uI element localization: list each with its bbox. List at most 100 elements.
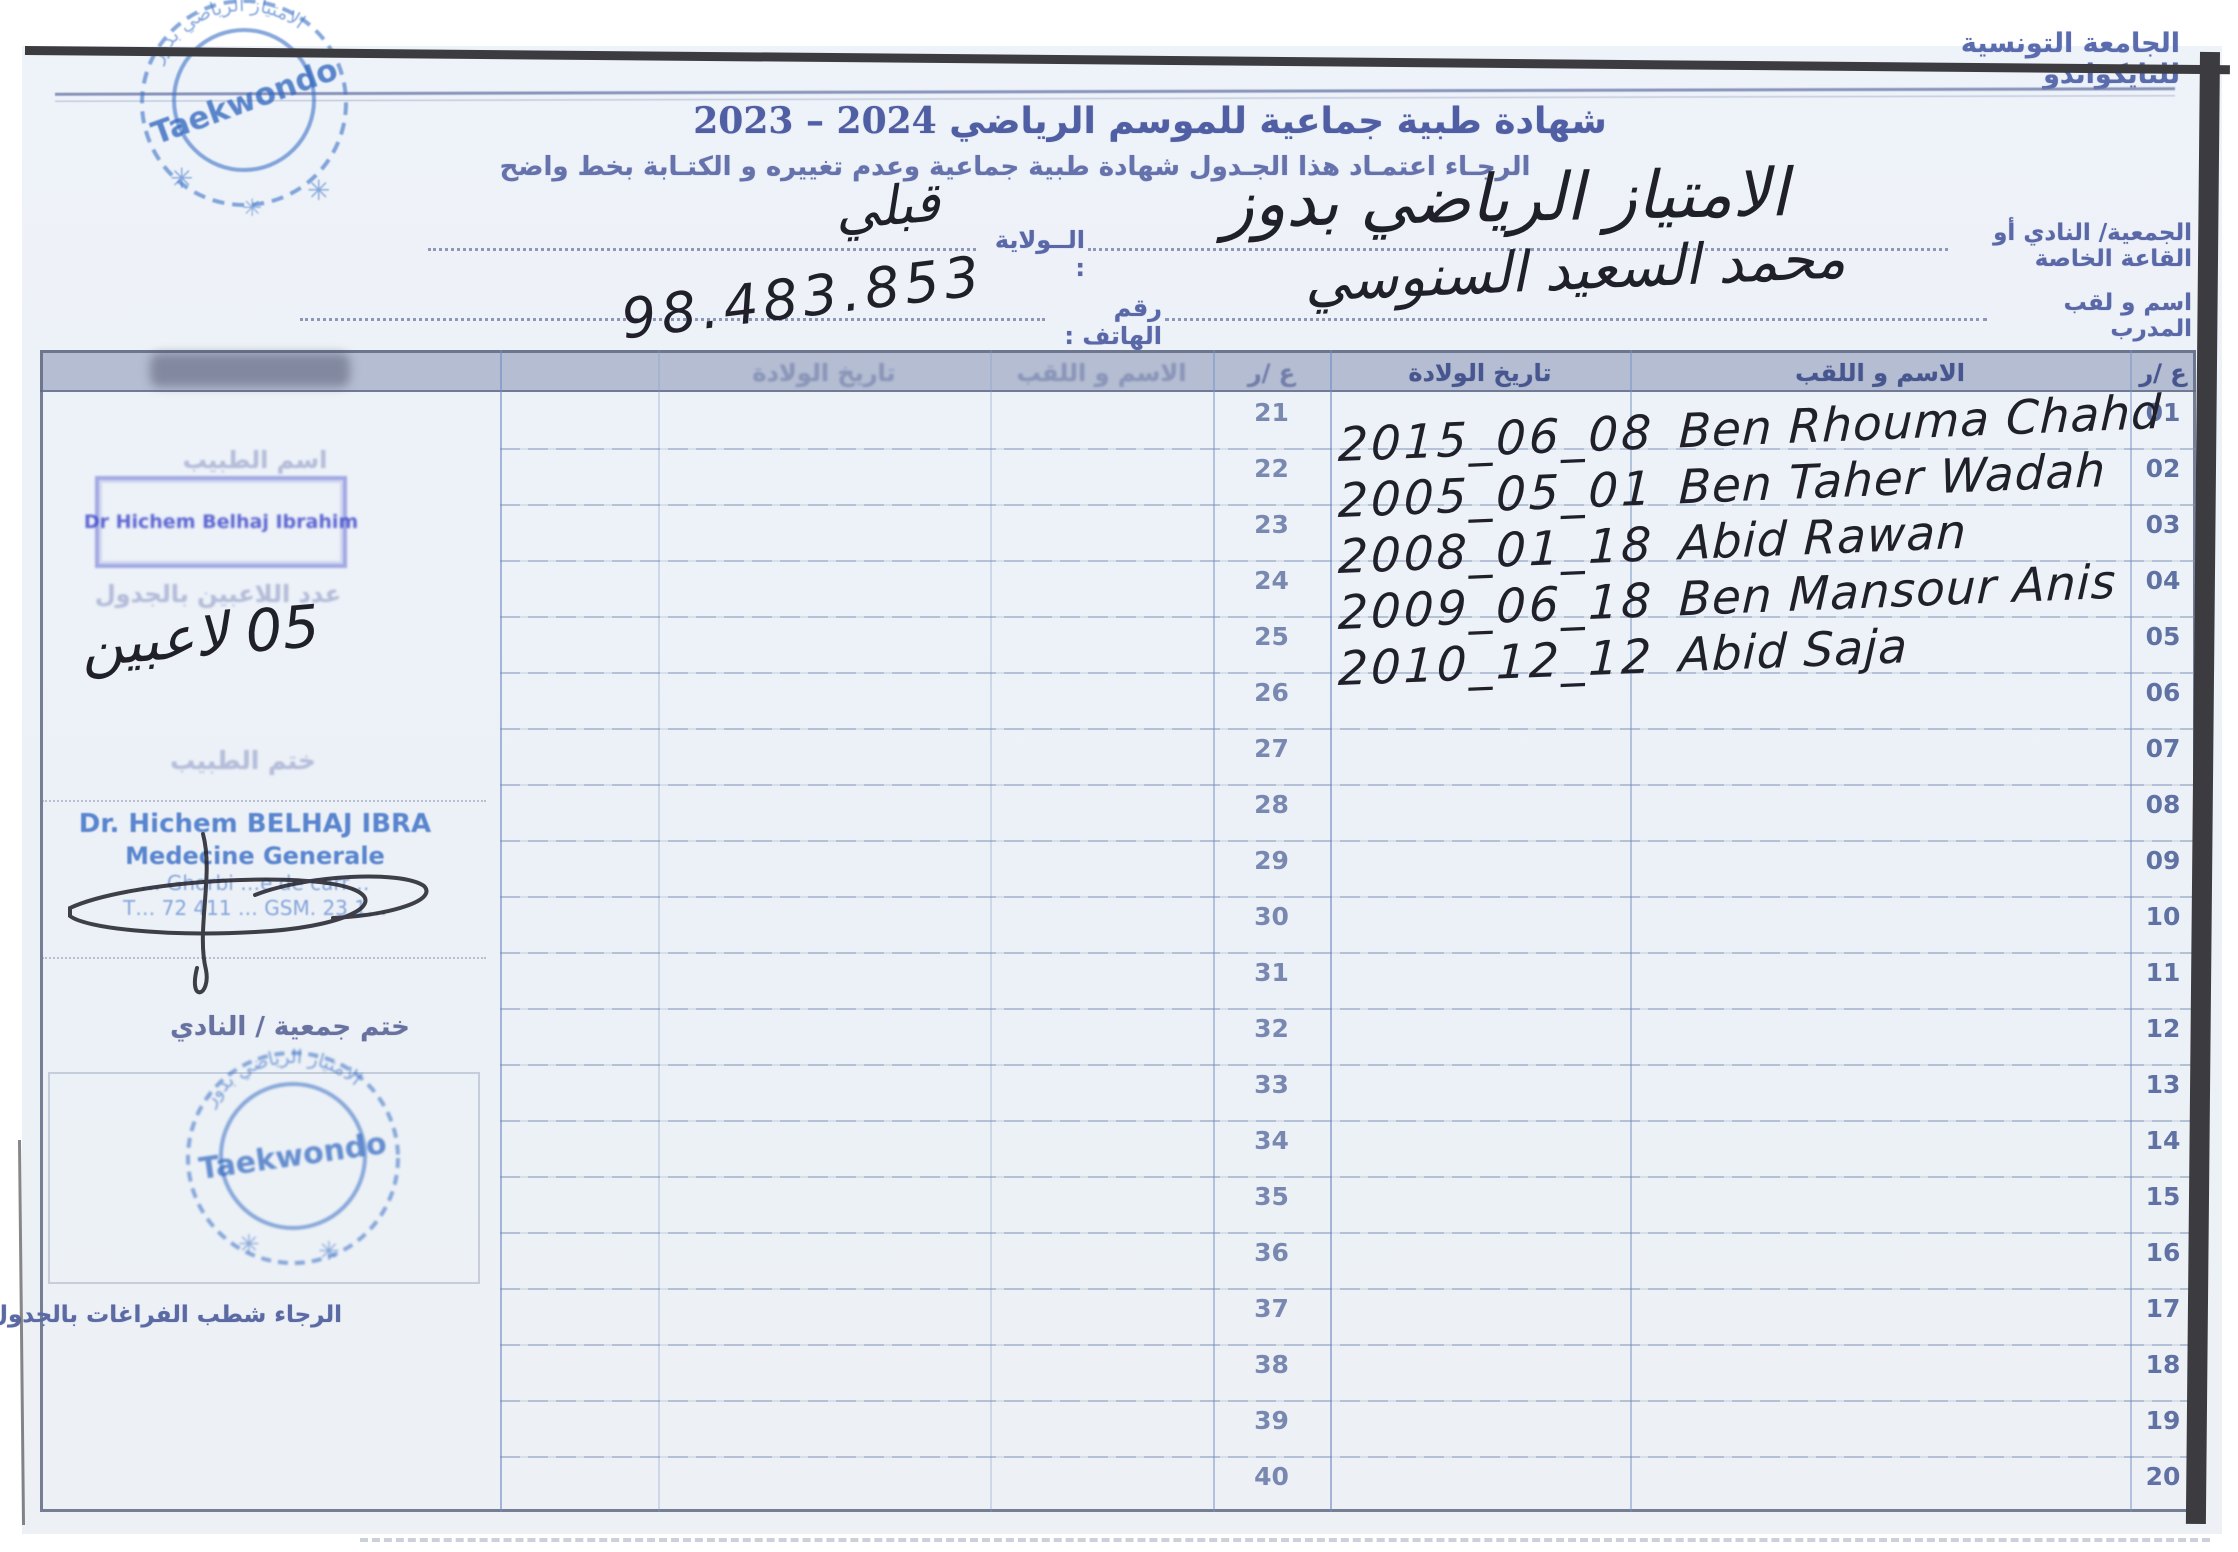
row-number-right: 09 <box>2145 846 2181 875</box>
row-number-mid: 28 <box>1254 790 1289 819</box>
header-num-mid: ع /ر <box>1247 359 1296 387</box>
page-bottom-dashes <box>360 1538 2210 1542</box>
table-row-line <box>500 1288 2196 1290</box>
row-number-mid: 34 <box>1254 1126 1289 1155</box>
club-stamp-label: ختم جمعية / النادي <box>170 1012 410 1042</box>
row-number-right: 07 <box>2145 734 2181 763</box>
row-number-mid: 38 <box>1254 1350 1289 1379</box>
table-row-line <box>500 672 2196 674</box>
row-number-mid: 23 <box>1254 510 1289 539</box>
table-header-band <box>40 350 2196 392</box>
club-stamp-box <box>48 1072 480 1284</box>
row-number-right: 18 <box>2145 1350 2181 1379</box>
state-field-line <box>428 248 976 251</box>
doctor-stamp-box-top <box>42 800 486 802</box>
row-number-mid: 21 <box>1254 398 1289 427</box>
header-dob-left: تاريخ الولادة <box>752 359 896 387</box>
table-row-line <box>500 952 2196 954</box>
table-row-line <box>500 616 2196 618</box>
row-number-right: 10 <box>2145 902 2181 931</box>
table-row-line <box>500 1232 2196 1234</box>
page-subtitle: الرجـاء اعتمـاد هذا الجـدول شهادة طبية ج… <box>499 152 1531 182</box>
table-row-line <box>500 1120 2196 1122</box>
row-number-right: 12 <box>2145 1014 2181 1043</box>
row-number-right: 11 <box>2145 958 2181 987</box>
federation-round-stamp: الامتياز الرياضي بدوز Taekwondo ✳ ✳ ✳ <box>140 0 348 222</box>
grid-vline <box>1213 350 1215 1512</box>
club-field-label: الجمعية/ النادي أو القاعة الخاصة <box>1993 220 2192 272</box>
players-count-label: عدد اللاعبين بالجدول <box>94 580 342 608</box>
stamp-star-icon: ✳ <box>242 194 262 222</box>
table-vertical-lines <box>40 350 2196 1512</box>
page-title-text: شهادة طبية جماعية للموسم الرياضي <box>949 101 1607 142</box>
row-number-mid: 39 <box>1254 1406 1289 1435</box>
row-number-mid: 25 <box>1254 622 1289 651</box>
row-number-right: 03 <box>2145 510 2181 539</box>
phone-field-line <box>300 318 1045 321</box>
row-number-right: 16 <box>2145 1238 2181 1267</box>
table-row-line <box>500 1176 2196 1178</box>
row-number-mid: 40 <box>1254 1462 1289 1491</box>
row-number-mid: 33 <box>1254 1070 1289 1099</box>
season-range: 2024 – 2023 <box>693 100 937 142</box>
row-number-mid: 30 <box>1254 902 1289 931</box>
coach-field-label: اسم و لقب المدرب <box>2063 290 2192 342</box>
table-row-line <box>500 448 2196 450</box>
paper-background <box>22 46 2222 1534</box>
row-number-right: 14 <box>2145 1126 2181 1155</box>
org-name: الجامعة التونسية للتايكواندو <box>1960 28 2180 90</box>
doctor-signature <box>68 832 429 995</box>
stamp-star-icon: ✳ <box>170 162 193 195</box>
grid-vline <box>990 350 992 1512</box>
doctor-stamp-box-bottom <box>42 957 486 959</box>
grid-vline <box>658 350 660 1512</box>
row-number-right: 20 <box>2145 1462 2181 1491</box>
header-name-left: الاسم و اللقب <box>1016 359 1187 387</box>
row-number-right: 06 <box>2145 678 2181 707</box>
club-field-line <box>1088 248 1948 251</box>
grid-vline <box>2130 350 2132 1512</box>
table-row-line <box>500 1456 2196 1458</box>
row-number-mid: 29 <box>1254 846 1289 875</box>
table-row-line <box>500 784 2196 786</box>
grid-vline <box>500 350 502 1512</box>
stamp-star-icon: ✳ <box>307 174 330 207</box>
table-row-line <box>500 1400 2196 1402</box>
header-name-right: الاسم و اللقب <box>1795 359 1965 387</box>
row-number-right: 13 <box>2145 1070 2181 1099</box>
row-number-mid: 31 <box>1254 958 1289 987</box>
doctor-stamp-label: ختم الطبيب <box>170 746 316 775</box>
table-row-line <box>500 728 2196 730</box>
doctor-office-stamp-line: Dr. Hichem BELHAJ IBRA <box>78 809 432 839</box>
header-smudge <box>150 353 350 387</box>
header-num-right: ع /ر <box>2139 359 2187 387</box>
stamp-star-icon: ✳ <box>238 1230 260 1260</box>
state-field-label: الــولاية : <box>994 226 1085 282</box>
row-number-mid: 27 <box>1254 734 1289 763</box>
doctor-name-label: اسم الطبيب <box>182 446 328 474</box>
coach-field-line <box>1165 318 1987 321</box>
table-row-line <box>500 840 2196 842</box>
table-row-line <box>500 1344 2196 1346</box>
table-body: 01 21 02 22 03 23 04 24 05 25 06 26 07 27 08 28 09 29 10 30… <box>40 392 2196 1512</box>
row-number-mid: 32 <box>1254 1014 1289 1043</box>
grid-vline <box>1630 350 1632 1512</box>
club-round-stamp: الامتياز الرياضي بدوز Taekwondo ✳ ✳ <box>186 1046 400 1267</box>
row-number-mid: 24 <box>1254 566 1289 595</box>
phone-field-label: رقم الهاتف : <box>1064 294 1162 350</box>
row-number-right: 08 <box>2145 790 2181 819</box>
table-row-line <box>500 1064 2196 1066</box>
table-row-line <box>500 896 2196 898</box>
row-number-mid: 35 <box>1254 1182 1289 1211</box>
row-number-right: 15 <box>2145 1182 2181 1211</box>
row-number-right: 04 <box>2145 566 2181 595</box>
fill-blanks-note: الرجاء شطب الفراغات بالجدول <box>0 1302 342 1328</box>
table-row-line <box>500 504 2196 506</box>
row-number-right: 02 <box>2145 454 2181 483</box>
grid-vline <box>1330 350 1332 1512</box>
doctor-office-stamp-line: Medecine Generale <box>125 841 385 870</box>
row-number-right: 19 <box>2145 1406 2181 1435</box>
doctor-name-stamp-text: Dr Hichem Belhaj Ibrahim <box>83 511 359 533</box>
row-number-right: 17 <box>2145 1294 2181 1323</box>
